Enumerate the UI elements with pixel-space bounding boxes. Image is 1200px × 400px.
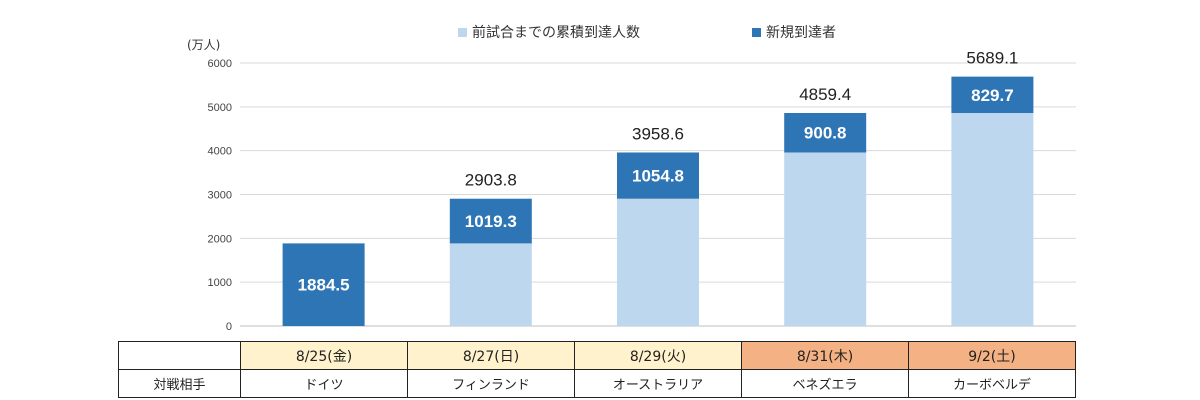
bar-new [282,243,365,326]
new-value-label: 1019.3 [465,212,517,231]
y-axis-ticks: 0 1000 2000 3000 4000 5000 6000 [208,58,232,333]
opponent-row: 対戦相手 ドイツ フィンランド オーストラリア ベネズエラ カーボベルデ [118,369,1076,398]
total-value-label: 3958.6 [632,124,684,143]
legend-label-new: 新規到達者 [766,25,836,41]
date-row: 8/25(金) 8/27(日) 8/29(火) 8/31(木) 9/2(土) [118,341,1076,370]
y-tick-label: 6000 [208,58,232,70]
new-value-label: 900.8 [804,124,847,143]
legend-label-cumulative: 前試合までの累積到達人数 [472,24,640,41]
date-cell: 8/29(火) [574,341,742,370]
date-cell: 8/31(木) [741,341,909,370]
new-value-label: 829.7 [971,86,1014,105]
y-tick-label: 5000 [208,102,232,114]
opponent-cell: フィンランド [407,369,575,398]
bar-new [449,198,532,244]
new-value-label: 1054.8 [632,167,684,186]
match-table: 8/25(金) 8/27(日) 8/29(火) 8/31(木) 9/2(土) 対… [118,341,1076,398]
y-tick-label: 3000 [208,190,232,202]
bar-new [784,112,867,153]
y-axis-unit-label: (万人) [187,38,220,52]
date-cell: 8/25(金) [240,341,408,370]
table-corner [118,341,241,370]
bar-cumulative [449,243,532,326]
bars [282,76,1034,326]
total-value-label: 5689.1 [966,49,1018,68]
y-tick-label: 1000 [208,277,232,289]
total-value-label: 2903.8 [465,171,517,190]
new-value-label: 1884.5 [298,276,350,295]
stacked-bar-chart: 前試合までの累積到達人数 新規到達者 (万人) 0 1000 2000 3000 400… [187,24,1076,333]
bar-cumulative [951,112,1034,326]
y-tick-label: 4000 [208,146,232,158]
data-labels: 1884.5 1019.3 2903.8 1054.8 3958.6 900.8 4859.… [298,49,1019,295]
bar-cumulative [617,198,699,326]
bar-new [617,152,699,199]
opponent-cell: ドイツ [240,369,408,398]
date-cell: 8/27(日) [407,341,575,370]
y-tick-label: 0 [226,321,232,333]
date-cell: 9/2(土) [908,341,1076,370]
bar-new [951,76,1034,113]
opponent-cell: カーボベルデ [908,369,1076,398]
bar-cumulative [784,152,867,326]
opponent-cell: ベネズエラ [741,369,909,398]
legend: 前試合までの累積到達人数 新規到達者 [458,24,836,41]
legend-swatch-new [752,28,761,37]
opponent-cell: オーストラリア [574,369,742,398]
y-tick-label: 2000 [208,233,232,245]
row-header-opponent: 対戦相手 [118,369,241,398]
total-value-label: 4859.4 [799,85,851,104]
legend-swatch-cumulative [458,28,467,37]
